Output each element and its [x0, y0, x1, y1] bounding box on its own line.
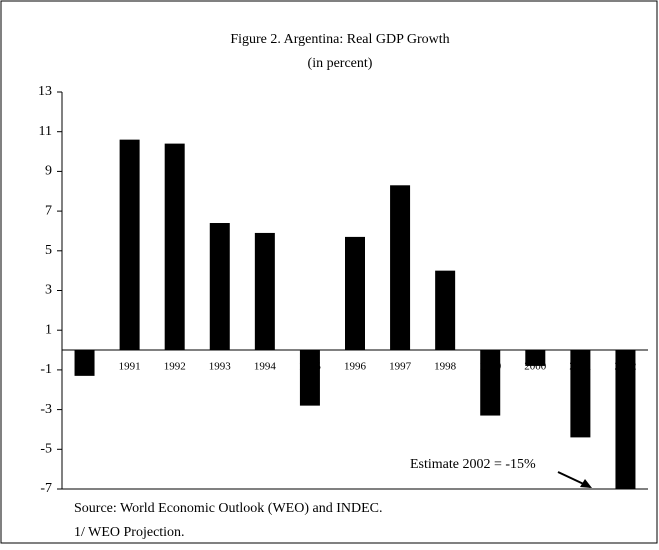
- y-tick-label: -7: [40, 481, 52, 496]
- source: Source: World Economic Outlook (WEO) and…: [74, 501, 383, 516]
- y-tick-label: -1: [40, 362, 52, 377]
- x-tick-label: 1993: [209, 361, 232, 373]
- y-tick-label: -5: [40, 442, 52, 457]
- bar: [390, 185, 411, 351]
- bar: [480, 350, 501, 416]
- annotation: Estimate 2002 = -15%: [410, 457, 536, 472]
- bar: [570, 350, 591, 438]
- x-tick-label: 1996: [344, 361, 367, 373]
- x-tick-label: 1994: [254, 361, 277, 373]
- bar: [164, 143, 185, 351]
- x-tick-label: 1998: [434, 361, 457, 373]
- bar: [525, 350, 546, 366]
- y-tick-label: 5: [45, 243, 52, 258]
- arrow-head: [580, 479, 592, 488]
- chart-title: Figure 2. Argentina: Real GDP Growth: [230, 32, 449, 47]
- y-tick-label: 3: [45, 283, 52, 298]
- y-tick-label: 13: [38, 84, 52, 99]
- bar: [74, 350, 95, 376]
- bar: [119, 139, 140, 351]
- y-tick-label: 7: [45, 203, 52, 218]
- y-tick-label: -3: [40, 402, 52, 417]
- x-tick-label: 1991: [119, 361, 141, 373]
- note: 1/ WEO Projection.: [74, 525, 185, 540]
- bar: [254, 232, 275, 351]
- y-tick-label: 9: [45, 164, 52, 179]
- bar: [299, 350, 320, 406]
- x-tick-label: 1997: [389, 361, 412, 373]
- x-tick-label: 1992: [164, 361, 186, 373]
- bar: [345, 236, 365, 351]
- bar: [209, 223, 230, 351]
- y-tick-label: 11: [39, 124, 52, 139]
- chart-subtitle: (in percent): [308, 56, 373, 71]
- y-tick-label: 1: [45, 322, 52, 337]
- bar: [435, 270, 456, 351]
- bar: [615, 350, 636, 489]
